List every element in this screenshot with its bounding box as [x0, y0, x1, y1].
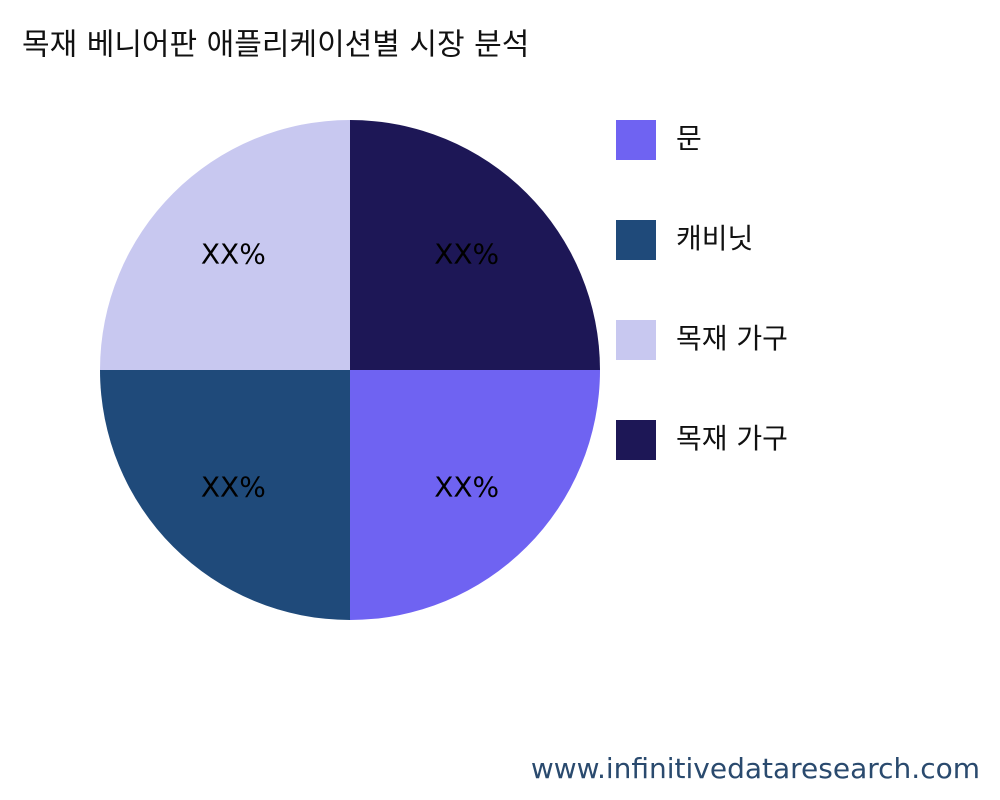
data-label: XX% [434, 471, 499, 504]
legend-swatch [616, 420, 656, 460]
legend-swatch [616, 220, 656, 260]
legend-label: 문 [676, 122, 702, 155]
legend-label: 캐비닛 [676, 222, 753, 255]
source: www.infinitivedataresearch.com [531, 752, 980, 785]
data-label: XX% [201, 471, 266, 504]
pie-slice [100, 120, 350, 370]
pie-slice [350, 120, 600, 370]
pie-slice [100, 370, 350, 620]
legend-swatch [616, 320, 656, 360]
data-label: XX% [201, 237, 266, 270]
pie-slice [350, 370, 600, 620]
legend-swatch [616, 120, 656, 160]
legend-label: 목재 가구 [676, 422, 788, 455]
legend-label: 목재 가구 [676, 322, 788, 355]
data-label: XX% [434, 237, 499, 270]
chart-title: 목재 베니어판 애플리케이션별 시장 분석 [22, 28, 529, 63]
